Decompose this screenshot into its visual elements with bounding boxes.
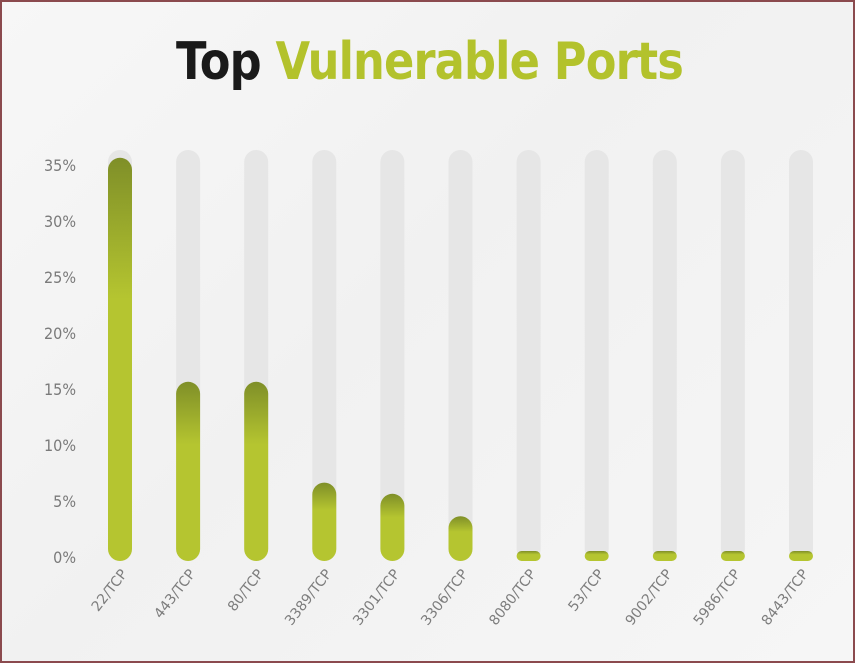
bar-track: [584, 150, 609, 561]
y-tick-label: 30%: [44, 212, 76, 231]
x-category-label: 53/TCP: [565, 567, 607, 615]
chart-title-part1: Top: [176, 32, 262, 92]
x-category-label: 80/TCP: [225, 567, 267, 615]
bar: [720, 551, 745, 561]
x-category-label: 3301/TCP: [350, 567, 403, 629]
bar: [789, 551, 813, 561]
y-tick-label: 5%: [53, 492, 76, 511]
x-category-label: 3389/TCP: [282, 567, 335, 629]
bar: [516, 551, 541, 561]
x-category-label: 443/TCP: [151, 567, 199, 622]
y-tick-label: 20%: [44, 324, 76, 343]
bar-track: [448, 150, 473, 561]
bar: [448, 516, 473, 561]
x-category-label: 8080/TCP: [486, 567, 539, 629]
x-category-label: 3306/TCP: [418, 567, 471, 629]
bar: [380, 493, 405, 561]
y-tick-label: 10%: [44, 436, 76, 455]
bar-track: [312, 150, 337, 561]
bar: [312, 482, 337, 561]
bar-track: [789, 150, 813, 561]
y-tick-label: 15%: [44, 380, 76, 399]
bar-track: [720, 150, 745, 561]
bar: [652, 551, 677, 561]
y-tick-label: 35%: [44, 156, 76, 175]
x-category-label: 8443/TCP: [759, 567, 812, 629]
bar: [176, 381, 201, 561]
bar: [584, 551, 609, 561]
y-tick-label: 0%: [53, 548, 76, 567]
bar: [108, 157, 132, 562]
x-category-label: 22/TCP: [89, 567, 131, 615]
x-category-label: 5986/TCP: [691, 567, 744, 629]
chart-title: Top Vulnerable Ports: [64, 32, 796, 92]
bar-track: [380, 150, 405, 561]
bar-track: [516, 150, 541, 561]
chart-title-part2: Vulnerable Ports: [275, 32, 684, 92]
y-tick-label: 25%: [44, 268, 76, 287]
bar: [244, 381, 269, 561]
x-category-label: 9002/TCP: [623, 567, 676, 629]
bar-track: [652, 150, 677, 561]
